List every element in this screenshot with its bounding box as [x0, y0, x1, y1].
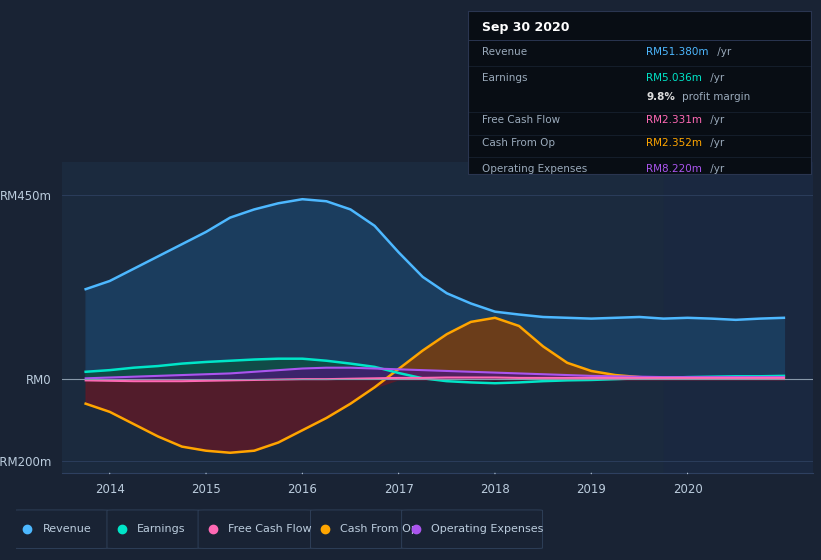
Text: Operating Expenses: Operating Expenses: [482, 164, 587, 174]
Text: Cash From Op: Cash From Op: [482, 138, 555, 148]
Text: profit margin: profit margin: [681, 92, 750, 102]
Text: Revenue: Revenue: [482, 47, 527, 57]
Text: RM2.331m: RM2.331m: [646, 115, 703, 125]
Text: Earnings: Earnings: [137, 524, 186, 534]
Text: RM5.036m: RM5.036m: [646, 73, 702, 83]
Text: RM8.220m: RM8.220m: [646, 164, 702, 174]
Text: RM51.380m: RM51.380m: [646, 47, 709, 57]
Text: /yr: /yr: [714, 47, 732, 57]
FancyBboxPatch shape: [107, 510, 200, 548]
Text: /yr: /yr: [707, 115, 724, 125]
Text: Earnings: Earnings: [482, 73, 527, 83]
Text: Free Cash Flow: Free Cash Flow: [482, 115, 560, 125]
Text: Free Cash Flow: Free Cash Flow: [228, 524, 311, 534]
Text: /yr: /yr: [707, 73, 724, 83]
FancyBboxPatch shape: [13, 510, 108, 548]
FancyBboxPatch shape: [401, 510, 543, 548]
Text: RM2.352m: RM2.352m: [646, 138, 703, 148]
FancyBboxPatch shape: [198, 510, 312, 548]
Text: 9.8%: 9.8%: [646, 92, 676, 102]
Text: /yr: /yr: [707, 138, 724, 148]
Text: Sep 30 2020: Sep 30 2020: [482, 21, 569, 34]
FancyBboxPatch shape: [310, 510, 403, 548]
Text: Revenue: Revenue: [43, 524, 91, 534]
Text: Operating Expenses: Operating Expenses: [431, 524, 544, 534]
Text: /yr: /yr: [707, 164, 724, 174]
Text: Cash From Op: Cash From Op: [340, 524, 418, 534]
Bar: [663, 162, 821, 473]
